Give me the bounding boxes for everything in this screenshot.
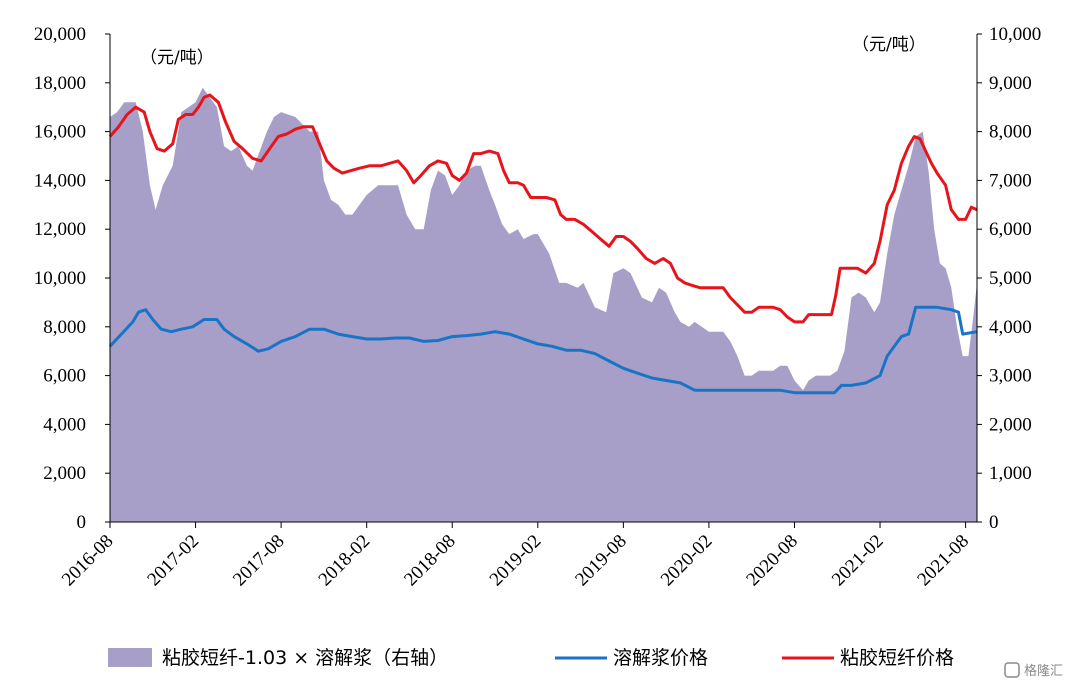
x-tick-label: 2019-02 (486, 531, 546, 591)
x-tick-label: 2017-02 (143, 531, 203, 591)
right-tick-label: 6,000 (989, 219, 1032, 240)
left-tick-label: 10,000 (34, 268, 86, 289)
legend-label-spread: 粘胶短纤-1.03 × 溶解浆（右轴） (162, 647, 448, 669)
line-series-vsf-price (108, 93, 978, 324)
x-tick-label: 2020-02 (657, 531, 717, 591)
right-tick-label: 9,000 (989, 73, 1032, 94)
right-tick-label: 1,000 (989, 463, 1032, 484)
right-tick-label: 2,000 (989, 414, 1032, 435)
left-tick-label: 14,000 (34, 170, 86, 191)
x-tick-label: 2019-08 (571, 531, 631, 591)
left-tick-label: 16,000 (34, 122, 86, 143)
left-unit-label: （元/吨） (140, 48, 214, 68)
watermark: 格隆汇 (1004, 662, 1063, 679)
legend-swatch-spread (108, 648, 152, 667)
x-tick-label: 2021-08 (913, 531, 973, 591)
right-tick-label: 8,000 (989, 122, 1032, 143)
right-axis-ticks: 0 1,000 2,000 3,000 4,000 5,000 6,000 7,000 8,00… (977, 24, 1041, 533)
x-tick-label: 2017-08 (229, 531, 289, 591)
right-tick-label: 3,000 (989, 366, 1032, 387)
legend-label-pulp: 溶解浆价格 (613, 647, 708, 669)
left-tick-label: 8,000 (43, 317, 86, 338)
right-tick-label: 4,000 (989, 317, 1032, 338)
watermark-logo-icon (1004, 662, 1020, 678)
left-tick-label: 18,000 (34, 73, 86, 94)
legend: 粘胶短纤-1.03 × 溶解浆（右轴） 溶解浆价格 粘胶短纤价格 (108, 647, 954, 669)
left-tick-label: 0 (77, 512, 87, 533)
watermark-text: 格隆汇 (1024, 663, 1063, 679)
left-axis-ticks: 0 2,000 4,000 6,000 8,000 10,000 12,000 14,000 1… (34, 24, 110, 533)
area-series-spread (110, 87, 977, 522)
left-tick-label: 4,000 (43, 414, 86, 435)
left-tick-label: 2,000 (43, 463, 86, 484)
left-tick-label: 12,000 (34, 219, 86, 240)
legend-label-vsf: 粘胶短纤价格 (840, 647, 954, 669)
x-tick-label: 2016-08 (58, 531, 118, 591)
left-tick-label: 20,000 (34, 24, 86, 45)
x-tick-label: 2018-02 (315, 531, 375, 591)
x-tick-label: 2021-02 (828, 531, 888, 591)
line-series-pulp-price (108, 305, 978, 395)
x-tick-label: 2020-08 (742, 531, 802, 591)
right-unit-label: （元/吨） (852, 35, 926, 55)
right-tick-label: 5,000 (989, 268, 1032, 289)
area-layer (110, 87, 977, 522)
right-tick-label: 0 (989, 512, 999, 533)
lines-layer (108, 93, 978, 395)
right-tick-label: 10,000 (989, 24, 1041, 45)
x-axis-ticks: 2016-08 2017-02 2017-08 2018-02 2018-08 2019-… (58, 522, 973, 590)
x-tick-label: 2018-08 (400, 531, 460, 591)
right-tick-label: 7,000 (989, 170, 1032, 191)
left-tick-label: 6,000 (43, 366, 86, 387)
